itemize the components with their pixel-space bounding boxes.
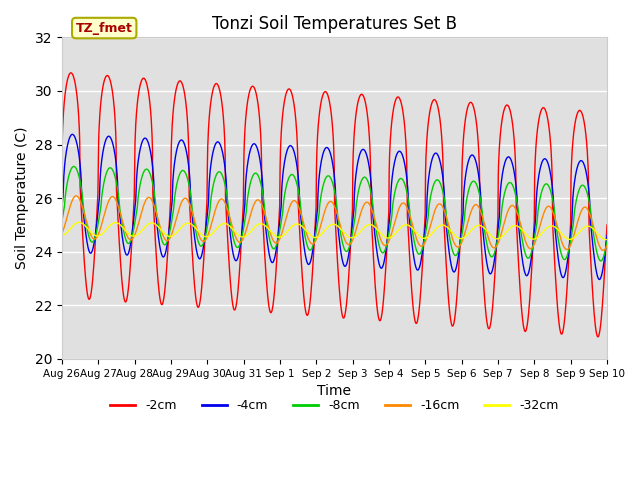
-8cm [180, 168, 188, 173]
-16cm [166, 235, 174, 240]
-32cm [603, 237, 611, 242]
-4cm [419, 242, 427, 248]
-16cm [58, 231, 66, 237]
-2cm [58, 182, 66, 188]
-32cm [491, 235, 499, 241]
-32cm [75, 219, 83, 225]
-32cm [419, 235, 427, 241]
-2cm [419, 247, 427, 253]
Line: -16cm: -16cm [62, 196, 607, 250]
X-axis label: Time: Time [317, 384, 351, 398]
Line: -8cm: -8cm [62, 167, 607, 261]
-8cm [241, 220, 248, 226]
-16cm [603, 243, 611, 249]
-32cm [166, 234, 174, 240]
-8cm [603, 239, 611, 244]
-32cm [241, 234, 248, 240]
Title: Tonzi Soil Temperatures Set B: Tonzi Soil Temperatures Set B [212, 15, 457, 33]
Line: -2cm: -2cm [62, 73, 607, 337]
-2cm [603, 222, 611, 228]
-16cm [180, 196, 188, 202]
-4cm [603, 233, 611, 239]
-32cm [539, 229, 547, 235]
-16cm [491, 245, 499, 251]
-4cm [68, 132, 76, 137]
-8cm [58, 218, 66, 224]
-8cm [70, 164, 77, 169]
-4cm [491, 257, 499, 263]
Text: TZ_fmet: TZ_fmet [76, 22, 132, 35]
-8cm [166, 227, 174, 232]
-2cm [67, 70, 75, 76]
-4cm [539, 158, 547, 164]
-2cm [241, 135, 248, 141]
-4cm [596, 276, 604, 282]
-4cm [166, 216, 174, 222]
Legend: -2cm, -4cm, -8cm, -16cm, -32cm: -2cm, -4cm, -8cm, -16cm, -32cm [105, 394, 564, 417]
-16cm [419, 242, 427, 248]
-2cm [166, 203, 174, 209]
-8cm [539, 186, 547, 192]
-32cm [180, 222, 188, 228]
-2cm [180, 85, 188, 91]
-8cm [597, 258, 605, 264]
-4cm [180, 139, 188, 145]
-2cm [594, 334, 602, 340]
-2cm [539, 105, 547, 111]
-16cm [539, 214, 547, 219]
-4cm [58, 204, 66, 210]
-32cm [58, 233, 66, 239]
-16cm [72, 193, 80, 199]
Y-axis label: Soil Temperature (C): Soil Temperature (C) [15, 127, 29, 269]
-8cm [419, 242, 427, 248]
-16cm [600, 247, 607, 253]
-32cm [602, 237, 610, 242]
Line: -4cm: -4cm [62, 134, 607, 279]
-2cm [491, 277, 499, 283]
-16cm [241, 233, 248, 239]
Line: -32cm: -32cm [62, 222, 607, 240]
-8cm [491, 250, 499, 256]
-4cm [241, 205, 248, 211]
